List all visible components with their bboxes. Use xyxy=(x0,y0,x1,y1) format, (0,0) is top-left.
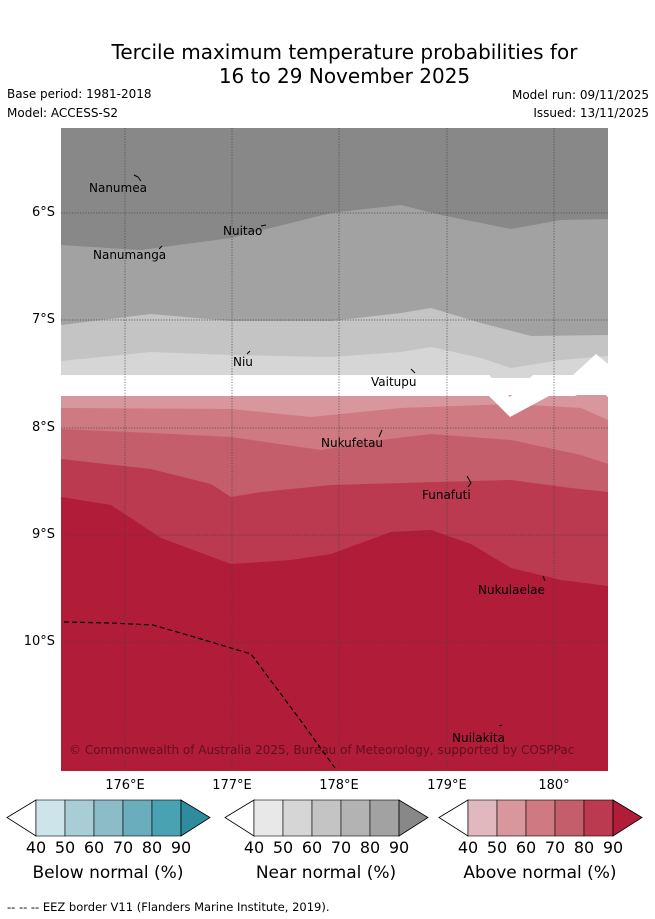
above-tick-60: 60 xyxy=(515,838,537,857)
above-normal-label: Above normal (%) xyxy=(463,863,617,883)
near-colorbar-segment xyxy=(253,799,284,837)
above-colorbar-segment xyxy=(496,799,527,837)
place-nanumea: Nanumea xyxy=(89,181,147,195)
no-data-gap xyxy=(61,354,608,417)
above-normal-colorbar xyxy=(438,799,643,837)
below-colorbar-segment xyxy=(122,799,153,837)
near-tick-50: 50 xyxy=(272,838,294,857)
near-tick-80: 80 xyxy=(359,838,381,857)
place-nuilakita: Nuilakita xyxy=(452,731,505,745)
near-colorbar-segment xyxy=(282,799,313,837)
island-outlines xyxy=(133,174,546,727)
place-nanumanga: Nanumanga xyxy=(93,248,166,262)
model-run: Model run: 09/11/2025 xyxy=(511,88,649,102)
above-tick-40: 40 xyxy=(457,838,479,857)
below-colorbar-segment xyxy=(35,799,66,837)
near-colorbar-segment xyxy=(311,799,342,837)
near-normal-60-band xyxy=(61,347,608,378)
near-tick-90: 90 xyxy=(388,838,410,857)
near-tick-60: 60 xyxy=(301,838,323,857)
above-tick-80: 80 xyxy=(573,838,595,857)
lon-label-178e: 178°E xyxy=(319,778,359,793)
lat-label-9s: 9°S xyxy=(31,527,55,542)
below-tick-70: 70 xyxy=(112,838,134,857)
lon-label-176e: 176°E xyxy=(105,778,145,793)
place-funafuti: Funafuti xyxy=(422,488,471,502)
near-colorbar-segment xyxy=(340,799,371,837)
above-normal-90-band xyxy=(61,497,608,771)
above-colorbar-max-arrow xyxy=(612,799,643,837)
below-tick-60: 60 xyxy=(83,838,105,857)
model-name: Model: ACCESS-S2 xyxy=(7,106,119,120)
place-niu: Niu xyxy=(233,355,253,369)
lat-label-6s: 6°S xyxy=(31,205,55,220)
eez-legend-footer: -- -- -- EEZ border V11 (Flanders Marine… xyxy=(7,900,330,914)
near-normal-colorbar xyxy=(224,799,429,837)
lon-label-177e: 177°E xyxy=(212,778,252,793)
below-colorbar-segment xyxy=(64,799,95,837)
below-colorbar-max-arrow xyxy=(180,799,211,837)
probability-map: Nanumea Nuitao Nanumanga Niu Vaitupu Nuk… xyxy=(61,128,608,771)
below-normal-label: Below normal (%) xyxy=(32,863,184,883)
below-tick-80: 80 xyxy=(141,838,163,857)
below-colorbar-min-arrow xyxy=(6,799,37,837)
place-nukufetau: Nukufetau xyxy=(321,436,383,450)
near-tick-40: 40 xyxy=(243,838,265,857)
below-colorbar-segment xyxy=(151,799,182,837)
below-tick-50: 50 xyxy=(54,838,76,857)
below-tick-40: 40 xyxy=(25,838,47,857)
near-colorbar-segment xyxy=(369,799,400,837)
copyright-notice: © Commonwealth of Australia 2025, Bureau… xyxy=(69,743,574,757)
lat-label-8s: 8°S xyxy=(31,420,55,435)
above-colorbar-segment xyxy=(467,799,498,837)
near-tick-70: 70 xyxy=(330,838,352,857)
issued-date: Issued: 13/11/2025 xyxy=(533,106,649,120)
below-normal-colorbar xyxy=(6,799,211,837)
lon-label-179e: 179°E xyxy=(427,778,467,793)
map-svg: Nanumea Nuitao Nanumanga Niu Vaitupu Nuk… xyxy=(61,128,608,771)
map-gridlines xyxy=(61,128,608,771)
near-colorbar-max-arrow xyxy=(398,799,429,837)
above-colorbar-min-arrow xyxy=(438,799,469,837)
below-tick-90: 90 xyxy=(170,838,192,857)
above-colorbar-segment xyxy=(525,799,556,837)
below-colorbar-segment xyxy=(93,799,124,837)
place-vaitupu: Vaitupu xyxy=(371,375,417,389)
above-tick-50: 50 xyxy=(486,838,508,857)
base-period: Base period: 1981-2018 xyxy=(7,87,152,101)
lat-label-10s: 10°S xyxy=(23,634,55,649)
lat-label-7s: 7°S xyxy=(31,312,55,327)
above-colorbar-segment xyxy=(583,799,614,837)
place-nuitao: Nuitao xyxy=(223,224,262,238)
eez-border xyxy=(63,621,336,769)
lon-label-180: 180° xyxy=(538,778,570,793)
near-normal-label: Near normal (%) xyxy=(255,863,397,883)
near-colorbar-min-arrow xyxy=(224,799,255,837)
above-tick-70: 70 xyxy=(544,838,566,857)
title-line-1: Tercile maximum temperature probabilitie… xyxy=(111,40,578,64)
title-line-2: 16 to 29 November 2025 xyxy=(218,64,471,88)
above-tick-90: 90 xyxy=(602,838,624,857)
above-colorbar-segment xyxy=(554,799,585,837)
map-title: Tercile maximum temperature probabilitie… xyxy=(0,40,655,88)
place-nukulaelae: Nukulaelae xyxy=(478,583,545,597)
